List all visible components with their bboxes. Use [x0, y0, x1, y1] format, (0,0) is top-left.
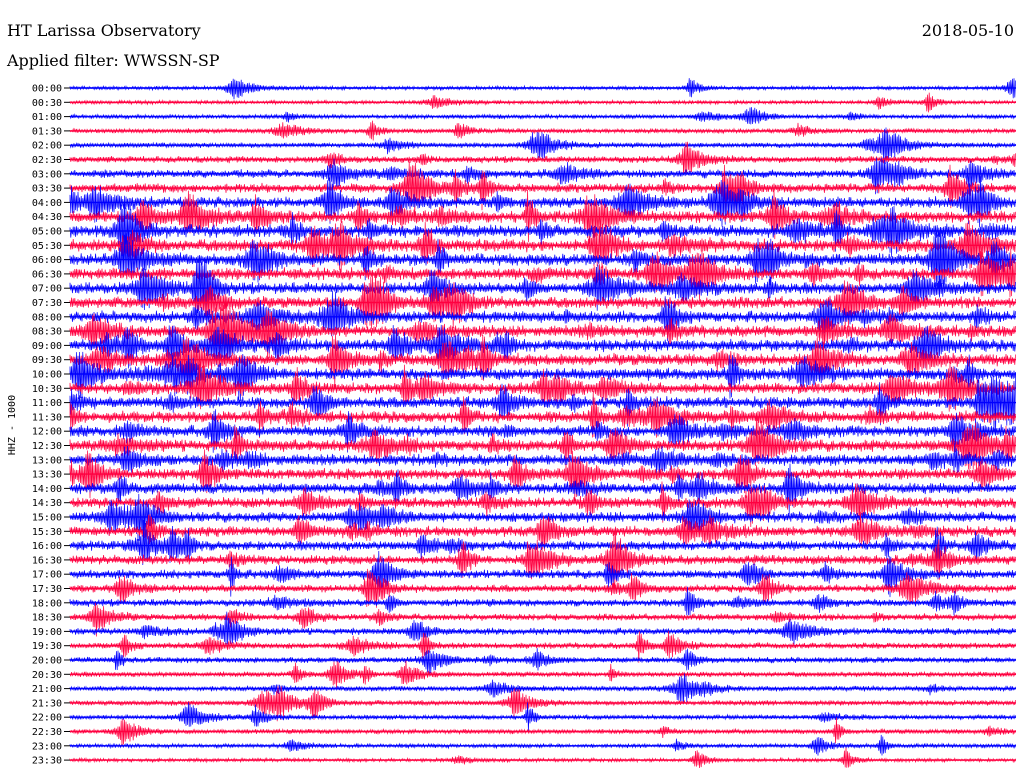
station-title: HT Larissa Observatory [7, 21, 201, 40]
time-tick-label: 13:00 [32, 455, 62, 466]
filter-label: Applied filter: WWSSN-SP [7, 51, 220, 70]
time-tick-label: 20:30 [32, 670, 62, 681]
time-tick-label: 00:00 [32, 84, 62, 95]
time-tick-label: 17:30 [32, 584, 62, 595]
time-tick-label: 09:30 [32, 355, 62, 366]
time-tick-label: 12:00 [32, 427, 62, 438]
date-label: 2018-05-10 [921, 21, 1014, 40]
time-tick-label: 17:00 [32, 570, 62, 581]
seismic-trace [69, 227, 1016, 298]
time-tick-label: 14:00 [32, 484, 62, 495]
seismic-trace [69, 107, 1016, 125]
time-tick-label: 00:30 [32, 98, 62, 109]
time-tick-label: 23:30 [32, 756, 62, 767]
time-tick-label: 02:30 [32, 155, 62, 166]
time-tick-label: 15:30 [32, 527, 62, 538]
y-axis-label: HHZ - 1000 [7, 395, 18, 455]
seismic-trace [69, 717, 1016, 747]
seismic-trace [69, 747, 1016, 769]
time-tick-label: 11:00 [32, 398, 62, 409]
time-tick-label: 19:00 [32, 627, 62, 638]
time-tick-label: 19:30 [32, 641, 62, 652]
seismic-trace [69, 648, 1016, 675]
time-tick-label: 13:30 [32, 470, 62, 481]
time-tick-label: 08:00 [32, 312, 62, 323]
time-ticks-group: 00:00 00:30 01:00 01:30 02:00 02:30 03:00 03:30… [32, 84, 70, 767]
time-tick-label: 18:30 [32, 613, 62, 624]
seismic-trace [69, 443, 1016, 476]
seismic-trace [69, 449, 1016, 502]
time-tick-label: 23:00 [32, 741, 62, 752]
time-tick-label: 10:30 [32, 384, 62, 395]
time-tick-label: 11:30 [32, 412, 62, 423]
time-tick-label: 10:00 [32, 370, 62, 381]
time-tick-label: 18:00 [32, 598, 62, 609]
time-tick-label: 02:00 [32, 141, 62, 152]
time-tick-label: 07:00 [32, 284, 62, 295]
time-tick-label: 04:30 [32, 212, 62, 223]
time-tick-label: 20:00 [32, 656, 62, 667]
time-tick-label: 06:30 [32, 269, 62, 280]
time-tick-label: 03:00 [32, 169, 62, 180]
time-tick-label: 05:00 [32, 227, 62, 238]
time-tick-label: 09:00 [32, 341, 62, 352]
time-tick-label: 04:00 [32, 198, 62, 209]
time-tick-label: 07:30 [32, 298, 62, 309]
seismic-trace [69, 220, 1016, 273]
seismic-trace [69, 248, 1016, 302]
seismic-trace [69, 127, 1016, 164]
time-tick-label: 01:00 [32, 112, 62, 123]
time-tick-label: 21:00 [32, 684, 62, 695]
seismic-trace [69, 511, 1016, 552]
seismic-trace [69, 162, 1016, 217]
seismic-trace [69, 78, 1016, 100]
time-tick-label: 22:30 [32, 727, 62, 738]
time-tick-label: 08:30 [32, 327, 62, 338]
seismic-trace [69, 189, 1016, 244]
traces-group [69, 78, 1016, 769]
time-tick-label: 16:30 [32, 555, 62, 566]
time-tick-label: 14:30 [32, 498, 62, 509]
time-tick-label: 01:30 [32, 126, 62, 137]
time-tick-label: 21:30 [32, 698, 62, 709]
time-tick-label: 22:00 [32, 713, 62, 724]
time-tick-label: 06:00 [32, 255, 62, 266]
time-tick-label: 05:30 [32, 241, 62, 252]
seismic-trace [69, 519, 1016, 566]
time-tick-label: 16:00 [32, 541, 62, 552]
time-tick-label: 03:30 [32, 184, 62, 195]
seismic-trace [69, 630, 1016, 663]
time-tick-label: 12:30 [32, 441, 62, 452]
seismic-trace [69, 195, 1016, 263]
time-tick-label: 15:00 [32, 513, 62, 524]
